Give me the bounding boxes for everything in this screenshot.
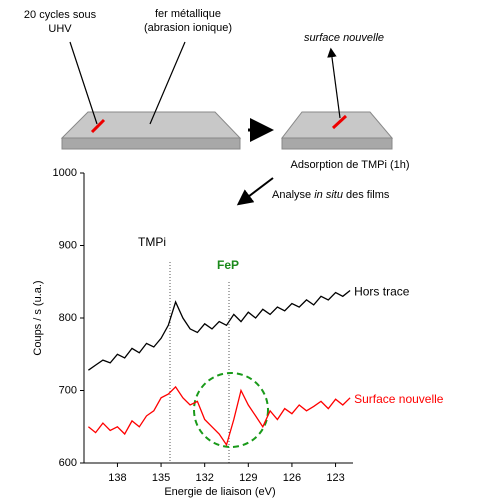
x-tick-label: 135	[152, 472, 170, 484]
plate-side	[61, 137, 241, 150]
x-tick-label: 132	[196, 472, 214, 484]
spot	[90, 118, 106, 134]
plate-side	[281, 137, 393, 150]
series-line	[87, 385, 351, 447]
y-tick-label: 600	[59, 457, 77, 469]
x-axis-label: Energie de liaison (eV)	[164, 486, 275, 498]
x-tick-label: 138	[108, 472, 126, 484]
y-tick-label: 1000	[53, 167, 77, 179]
label: surface nouvelle	[304, 32, 384, 44]
y-tick-label: 900	[59, 239, 77, 251]
label: Adsorption de TMPi (1h)	[290, 159, 409, 171]
label: Analyse in situ des films	[272, 189, 390, 201]
plate-top	[60, 111, 242, 139]
label: (abrasion ionique)	[144, 22, 232, 34]
spot	[331, 114, 348, 130]
highlight	[193, 372, 269, 448]
x-tick-label: 129	[239, 472, 257, 484]
label: 20 cycles sous	[24, 9, 97, 21]
annotation: FeP	[217, 258, 239, 272]
x-tick-label: 123	[326, 472, 344, 484]
x-tick-label: 126	[283, 472, 301, 484]
label: UHV	[48, 23, 72, 35]
y-axis-label: Coups / s (u.a.)	[32, 280, 44, 355]
pointer	[69, 41, 98, 125]
arrow	[236, 177, 274, 206]
label: fer métallique	[155, 8, 221, 20]
pointer	[149, 41, 186, 125]
series-label: Hors trace	[354, 285, 410, 299]
y-tick-label: 700	[59, 384, 77, 396]
y-tick-label: 800	[59, 312, 77, 324]
series-line	[88, 289, 351, 371]
pointer	[327, 47, 341, 119]
annotation: TMPi	[138, 235, 166, 249]
series-label: Surface nouvelle	[354, 392, 444, 406]
